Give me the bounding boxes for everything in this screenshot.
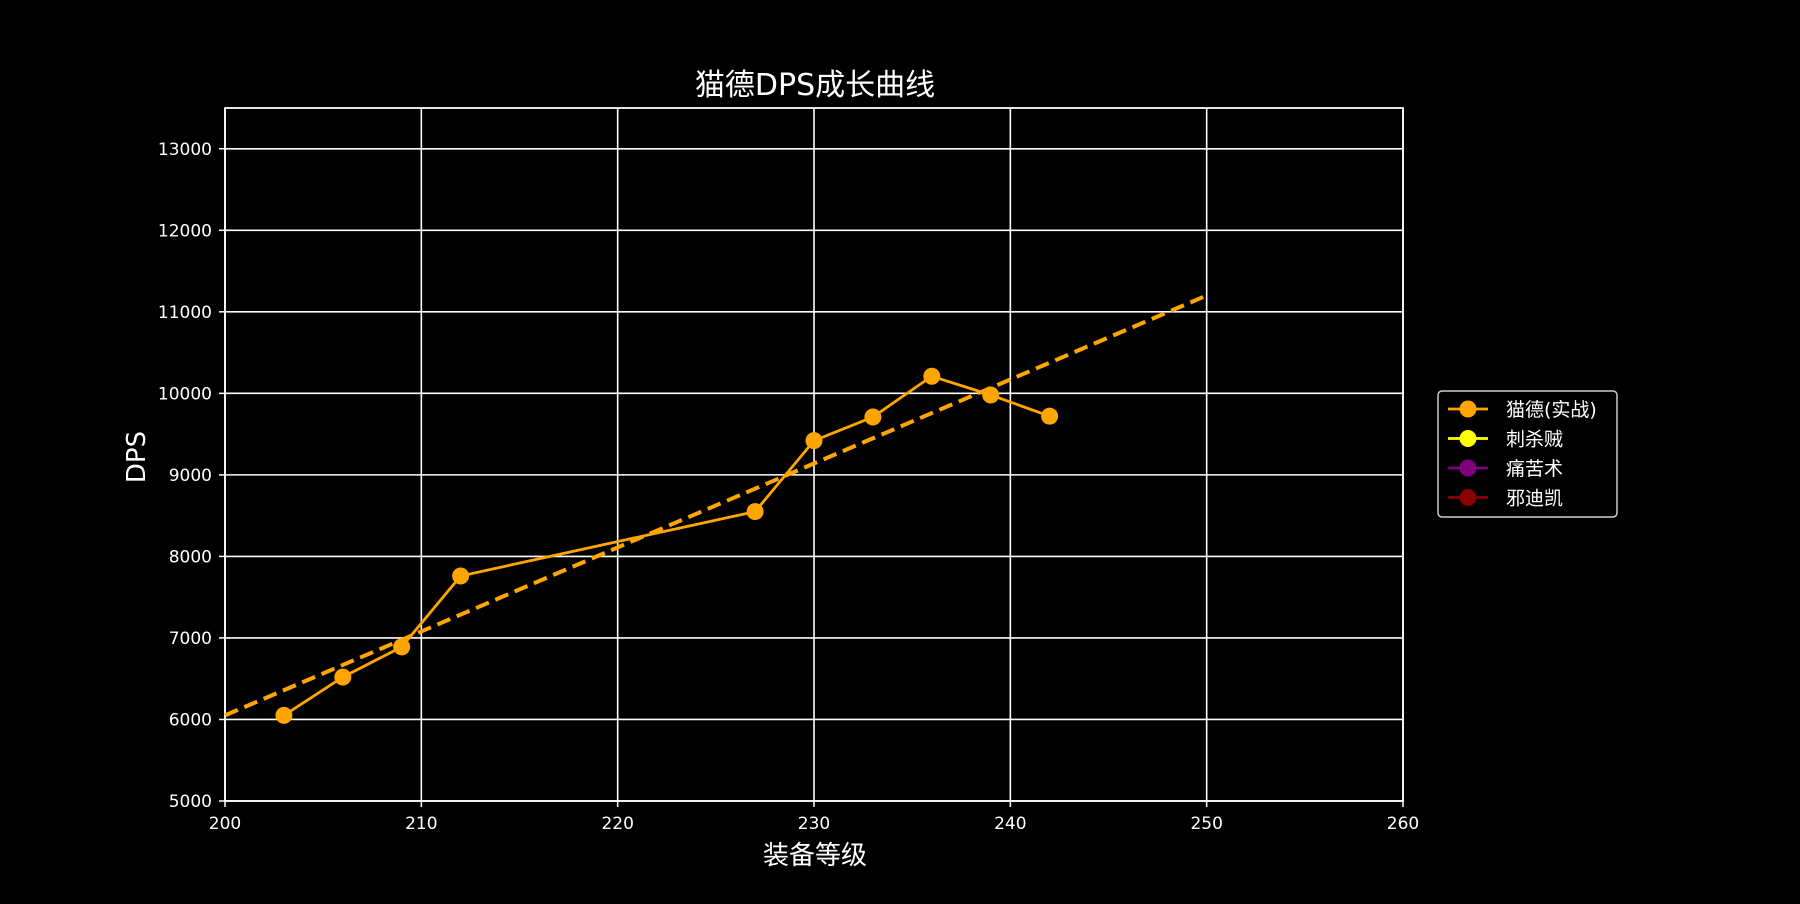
legend-label: 猫德(实战)	[1506, 399, 1597, 421]
x-tick-label: 260	[1387, 814, 1419, 834]
y-tick-label: 10000	[158, 384, 212, 404]
legend-marker	[1459, 430, 1477, 447]
axes: 200 210 220 230 240 250 260 5000 6000 7000 8000 900…	[158, 107, 1419, 834]
plot-area	[224, 293, 1208, 724]
y-tick-label: 11000	[158, 303, 212, 323]
y-tick-label: 6000	[169, 710, 212, 730]
data-point	[805, 432, 823, 450]
x-axis-title: 装备等级	[763, 841, 867, 871]
y-tick-label: 13000	[158, 140, 212, 160]
x-tick-label: 210	[405, 814, 437, 834]
y-tick-label: 12000	[158, 221, 212, 241]
y-axis-title: DPS	[122, 431, 152, 483]
legend-marker	[1459, 459, 1477, 477]
x-tick-label: 200	[209, 814, 241, 834]
data-point	[923, 367, 941, 385]
data-point	[275, 706, 293, 724]
data-point	[334, 668, 352, 686]
trend-line	[224, 293, 1208, 718]
x-tick-label: 230	[798, 814, 830, 834]
y-tick-label: 8000	[169, 547, 212, 567]
chart-title: 猫德DPS成长曲线	[695, 68, 935, 103]
data-point	[1041, 407, 1059, 425]
data-point	[982, 386, 1000, 404]
data-point	[746, 503, 764, 521]
data-point	[452, 567, 470, 585]
x-tick-label: 220	[601, 814, 633, 834]
legend-box	[1437, 390, 1618, 518]
data-point	[393, 638, 411, 656]
y-tick-label: 7000	[169, 629, 212, 649]
x-tick-label: 240	[994, 814, 1026, 834]
legend-marker	[1459, 489, 1477, 506]
legend-label: 邪迪凯	[1506, 488, 1563, 510]
data-point	[864, 408, 882, 426]
legend-label: 痛苦术	[1506, 458, 1563, 480]
legend-marker	[1459, 400, 1477, 418]
y-tick-label: 5000	[169, 792, 212, 812]
legend-label: 刺杀贼	[1506, 429, 1563, 451]
y-tick-label: 9000	[169, 466, 212, 486]
x-tick-label: 250	[1190, 814, 1222, 834]
series-line	[283, 374, 1051, 717]
